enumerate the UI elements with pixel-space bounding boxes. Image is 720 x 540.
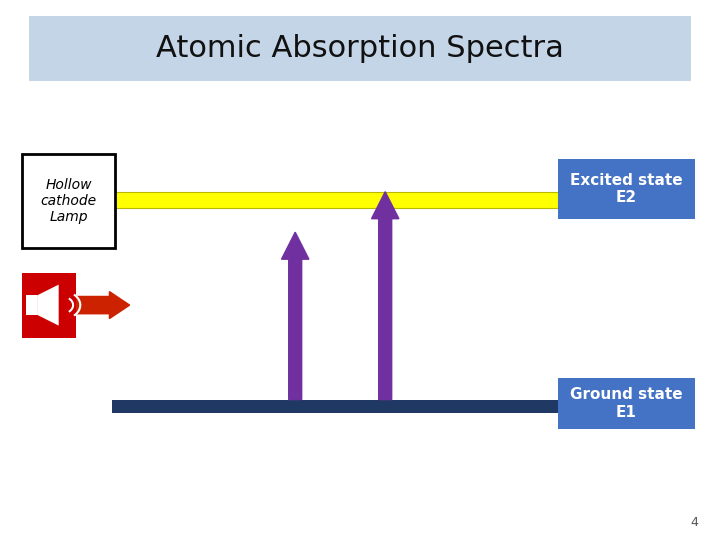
FancyArrow shape — [282, 232, 309, 400]
FancyBboxPatch shape — [22, 154, 115, 248]
FancyBboxPatch shape — [22, 273, 76, 338]
Text: Ground state
E1: Ground state E1 — [570, 388, 683, 420]
Text: Hollow
cathode
Lamp: Hollow cathode Lamp — [40, 178, 96, 224]
Polygon shape — [37, 285, 59, 326]
FancyBboxPatch shape — [29, 16, 691, 81]
FancyBboxPatch shape — [26, 295, 37, 315]
FancyBboxPatch shape — [558, 378, 695, 429]
FancyBboxPatch shape — [112, 400, 558, 413]
Text: Atomic Absorption Spectra: Atomic Absorption Spectra — [156, 34, 564, 63]
FancyArrow shape — [76, 292, 130, 319]
FancyBboxPatch shape — [112, 192, 558, 208]
FancyBboxPatch shape — [558, 159, 695, 219]
Text: Excited state
E2: Excited state E2 — [570, 173, 683, 205]
FancyArrow shape — [372, 192, 399, 400]
Text: 4: 4 — [690, 516, 698, 529]
